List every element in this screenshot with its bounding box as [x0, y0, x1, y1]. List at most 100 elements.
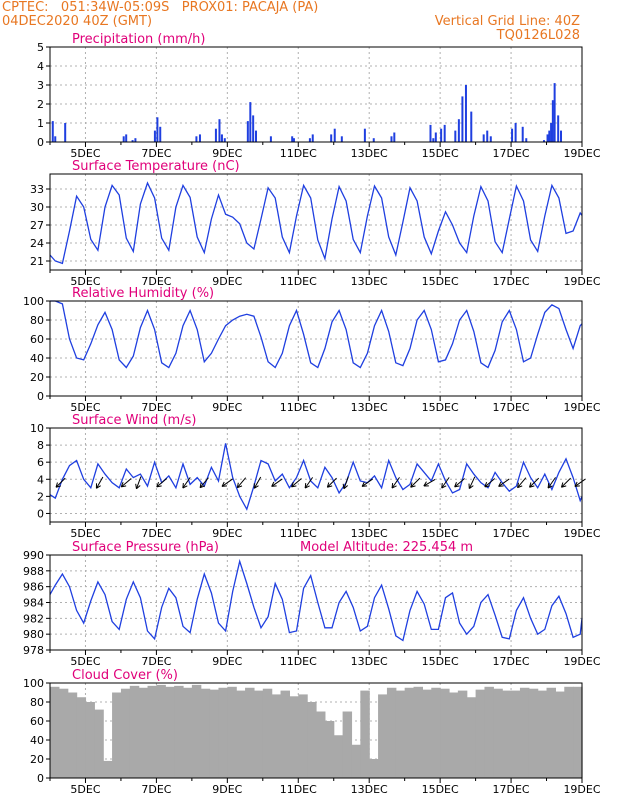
y-tick-label: 986 — [23, 581, 44, 594]
wind-arrow — [95, 476, 104, 489]
x-tick-label: 11DEC — [280, 401, 317, 414]
cloud-bar — [502, 690, 512, 778]
cloud-bar — [174, 685, 184, 778]
y-tick-label: 27 — [30, 219, 44, 232]
precip-bar — [432, 138, 435, 142]
cloud-bar — [573, 686, 583, 778]
panel-cloud: 0 20 40 60 80 100 5DEC 7DEC 9DEC 11DEC 13DEC 15DEC 1… — [23, 668, 601, 796]
y-tick-label: 4 — [37, 473, 44, 486]
x-tick-label: 7DEC — [141, 275, 171, 288]
cloud-bar — [316, 711, 326, 778]
y-tick-label: 40 — [30, 352, 44, 365]
wind-arrow — [410, 477, 421, 488]
panel-frame — [49, 427, 583, 523]
panel-title: Relative Humidity (%) — [72, 286, 214, 301]
cloud-bar — [94, 709, 104, 778]
x-tick-label: 5DEC — [70, 783, 100, 796]
header-grid-note: Vertical Grid Line: 40Z — [434, 14, 580, 29]
panel-frame — [49, 173, 583, 271]
wind-arrow — [304, 477, 314, 489]
y-tick-label: 60 — [30, 333, 44, 346]
precip-bar — [461, 96, 464, 142]
precip-bar — [254, 130, 257, 142]
x-tick-label: 7DEC — [141, 527, 171, 540]
panel-rh: 0 20 40 60 80 100 5DEC 7DEC 9DEC 11DEC 13DEC 15DEC 1… — [23, 286, 601, 414]
x-tick-label: 13DEC — [351, 147, 388, 160]
precip-bar — [454, 130, 457, 142]
precip-bar — [330, 134, 333, 142]
precip-bar — [340, 136, 343, 142]
cloud-bar — [378, 694, 388, 778]
cloud-bar — [449, 692, 459, 778]
y-tick-label: 2 — [37, 490, 44, 503]
precip-bar — [218, 119, 221, 142]
wind-arrow — [547, 477, 556, 489]
wind-arrow — [498, 478, 510, 487]
cloud-bar — [404, 687, 415, 778]
cloud-bar — [50, 686, 60, 778]
wind-arrow — [484, 478, 496, 488]
precip-bar — [54, 136, 57, 142]
precip-bar — [51, 121, 54, 142]
precip-bar — [333, 128, 336, 142]
precip-bar — [553, 83, 556, 142]
x-tick-label: 17DEC — [493, 147, 530, 160]
cloud-bar — [67, 692, 78, 778]
panel-frame — [49, 46, 583, 143]
x-tick-label: 7DEC — [141, 655, 171, 668]
precip-bar — [291, 136, 294, 142]
x-tick-label: 9DEC — [212, 783, 242, 796]
cloud-bar — [413, 686, 423, 778]
y-tick-label: 4 — [37, 60, 44, 73]
x-tick-label: 13DEC — [351, 401, 388, 414]
precip-bar — [557, 115, 560, 142]
x-tick-label: 7DEC — [141, 783, 171, 796]
y-tick-label: 30 — [30, 201, 44, 214]
precip-bar — [443, 124, 446, 142]
wind-arrow — [221, 478, 233, 487]
panel-frame — [49, 300, 583, 397]
x-tick-label: 15DEC — [422, 783, 459, 796]
precip-bar — [486, 130, 489, 142]
cloud-bar — [103, 760, 113, 778]
wind-arrow — [454, 478, 465, 488]
panel-title: Surface Pressure (hPa) — [72, 540, 219, 555]
x-tick-label: 17DEC — [493, 401, 530, 414]
wind-arrow — [326, 477, 337, 488]
y-tick-label: 0 — [37, 136, 44, 149]
cloud-bar — [183, 687, 193, 778]
wind-arrow — [182, 477, 191, 489]
wind-arrow — [55, 477, 66, 488]
x-tick-label: 9DEC — [212, 275, 242, 288]
x-tick-label: 19DEC — [563, 655, 600, 668]
cloud-bar — [200, 688, 211, 778]
series-line-rh — [50, 300, 583, 369]
cloud-bar — [395, 690, 406, 778]
x-tick-label: 11DEC — [280, 527, 317, 540]
y-tick-label: 21 — [30, 255, 44, 268]
cloud-bar — [165, 686, 175, 778]
y-tick-label: 0 — [37, 772, 44, 785]
cloud-bar — [324, 721, 335, 778]
y-tick-label: 1 — [37, 117, 44, 130]
y-tick-label: 33 — [30, 183, 44, 196]
x-tick-label: 17DEC — [493, 275, 530, 288]
precip-bar — [521, 126, 524, 142]
wind-arrow — [342, 476, 349, 490]
wind-arrow — [441, 477, 450, 489]
cloud-bar — [191, 684, 202, 778]
x-tick-label: 11DEC — [280, 147, 317, 160]
wind-arrow — [361, 478, 374, 487]
wind-arrow — [199, 477, 209, 489]
model-altitude: Model Altitude: 225.454 m — [300, 540, 473, 555]
cloud-bar — [457, 690, 468, 778]
x-tick-label: 13DEC — [351, 655, 388, 668]
precip-bar — [393, 132, 396, 142]
y-tick-label: 20 — [30, 371, 44, 384]
cloud-bar — [253, 690, 264, 778]
precip-bar — [223, 138, 226, 142]
cloud-bar — [280, 690, 290, 778]
precip-bar — [464, 85, 467, 142]
panel-title: Surface Wind (m/s) — [72, 413, 196, 428]
precip-bar — [546, 134, 549, 142]
